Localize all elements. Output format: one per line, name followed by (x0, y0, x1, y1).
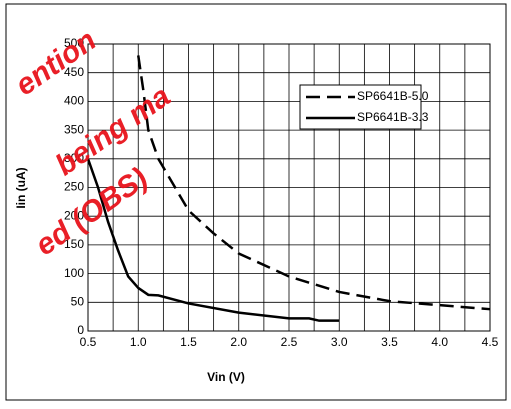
x-tick-label: 3.0 (331, 335, 348, 349)
y-axis-label: Iin (uA) (14, 167, 28, 208)
x-tick-label: 3.5 (381, 335, 398, 349)
legend-box (299, 84, 422, 130)
y-tick-label: 350 (64, 122, 84, 136)
y-tick-label: 450 (64, 65, 84, 79)
plot-border (87, 43, 491, 332)
x-tick-label: 4.5 (482, 335, 499, 349)
legend: SP6641B-5.0 SP6641B-3.3 (299, 84, 429, 130)
series-line (137, 55, 491, 311)
x-axis-label: Vin (V) (207, 370, 245, 384)
x-tick-label: 0.5 (80, 335, 97, 349)
series-line (86, 158, 340, 322)
x-tick-label: 2.0 (230, 335, 247, 349)
x-tick-label: 2.5 (281, 335, 298, 349)
legend-label: SP6641B-3.3 (357, 110, 429, 124)
y-tick-label: 200 (64, 208, 84, 222)
y-tick-label: 500 (64, 36, 84, 50)
y-tick-label: 50 (71, 294, 85, 308)
y-tick-label: 250 (64, 180, 84, 194)
y-tick-label: 300 (64, 151, 84, 165)
x-tick-label: 4.0 (431, 335, 448, 349)
x-tick-label: 1.0 (130, 335, 147, 349)
legend-label: SP6641B-5.0 (357, 89, 429, 103)
y-tick-label: 400 (64, 94, 84, 108)
frame (5, 3, 507, 401)
y-tick-label: 100 (64, 266, 84, 280)
y-tick-label: 150 (64, 237, 84, 251)
x-tick-label: 1.5 (180, 335, 197, 349)
y-tick-label: 0 (77, 323, 84, 337)
